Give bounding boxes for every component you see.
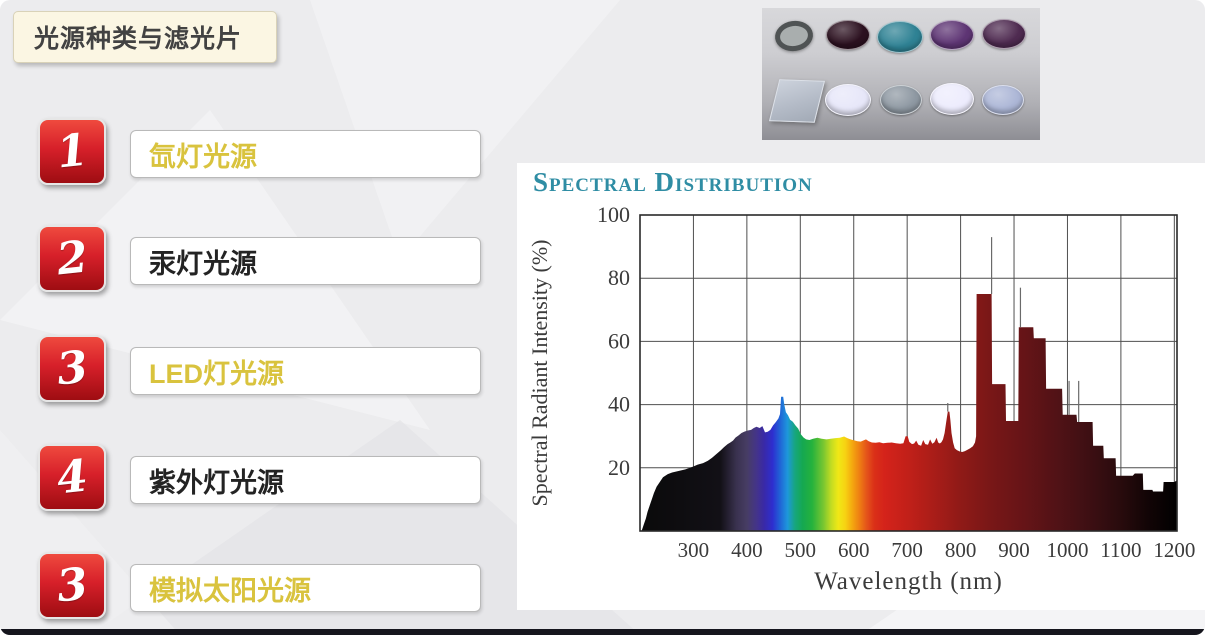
item-label-box: 氙灯光源 (130, 130, 481, 178)
chart-title: Spectral Distribution (533, 167, 813, 197)
item-label-box: 汞灯光源 (130, 237, 481, 285)
spectral-chart: 300 400 500 600 700 800 900 1000 1100 1200 20 40 60 8… (527, 202, 1195, 595)
x-tick-label: 800 (945, 538, 977, 562)
item-label-box: 紫外灯光源 (130, 456, 481, 504)
item-label: 紫外灯光源 (149, 467, 284, 498)
filter-sheen (983, 86, 1023, 114)
item-number: 4 (54, 450, 90, 505)
item-number-badge: 3 (38, 335, 106, 402)
filter-sheen (826, 85, 870, 115)
y-tick-label: 80 (608, 265, 630, 290)
item-number-badge: 4 (38, 444, 106, 511)
pale-lavender-filter (825, 84, 871, 116)
gray-lens-filter (773, 18, 815, 54)
item-number: 2 (54, 231, 90, 286)
item-label: LED灯光源 (149, 358, 284, 389)
x-tick-label: 600 (838, 538, 870, 562)
y-tick-label: 100 (597, 202, 630, 227)
teal-filter (877, 21, 923, 53)
periwinkle-filter (982, 85, 1024, 115)
purple-filter (930, 20, 974, 50)
filter-sheen (931, 84, 973, 114)
x-tick-label: 1100 (1100, 538, 1141, 562)
x-tick-label: 500 (785, 538, 817, 562)
x-tick-label: 1200 (1153, 538, 1195, 562)
plot-frame (639, 214, 1178, 532)
bottom-bar (0, 629, 1205, 635)
item-label: 汞灯光源 (149, 248, 257, 279)
filter-sheen (878, 22, 922, 52)
item-number-badge: 2 (38, 225, 106, 292)
item-number: 3 (54, 558, 90, 613)
chart-panel: Spectral Distribution 300 400 500 600 700 800… (517, 163, 1205, 610)
x-axis-label: Wavelength (nm) (814, 568, 1003, 595)
filter-sheen (827, 21, 869, 49)
spectrum-area (641, 294, 1177, 531)
filters-photo (762, 8, 1040, 140)
glass-plate (768, 79, 826, 123)
white-filter (930, 83, 974, 115)
filter-sheen (983, 20, 1025, 48)
x-tick-label: 700 (891, 538, 923, 562)
x-tick-label: 1000 (1046, 538, 1088, 562)
item-number: 1 (54, 124, 90, 179)
slide-title: 光源种类与滤光片 (34, 25, 243, 53)
item-label-box: LED灯光源 (130, 347, 481, 395)
x-tick-label: 300 (678, 538, 710, 562)
item-number-badge: 1 (38, 118, 106, 185)
x-tick-label: 900 (998, 538, 1029, 562)
gray-blue-filter (880, 85, 922, 115)
y-tick-label: 40 (608, 392, 630, 417)
y-tick-label: 60 (608, 328, 630, 353)
item-number-badge: 3 (38, 552, 106, 619)
item-number: 3 (54, 341, 90, 396)
filter-sheen (931, 21, 973, 49)
item-label-box: 模拟太阳光源 (130, 564, 481, 612)
item-label: 模拟太阳光源 (149, 575, 311, 606)
plum-filter (982, 19, 1026, 49)
dark-maroon-filter (826, 20, 870, 50)
y-tick-label: 20 (608, 455, 630, 480)
y-axis-label: Spectral Radiant Intensity (%) (527, 240, 552, 507)
filter-sheen (881, 86, 921, 114)
x-tick-label: 400 (731, 538, 763, 562)
item-label: 氙灯光源 (149, 141, 257, 172)
slide-title-box: 光源种类与滤光片 (13, 11, 277, 63)
